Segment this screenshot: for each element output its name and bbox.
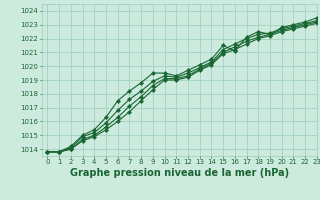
X-axis label: Graphe pression niveau de la mer (hPa): Graphe pression niveau de la mer (hPa) xyxy=(70,168,289,178)
